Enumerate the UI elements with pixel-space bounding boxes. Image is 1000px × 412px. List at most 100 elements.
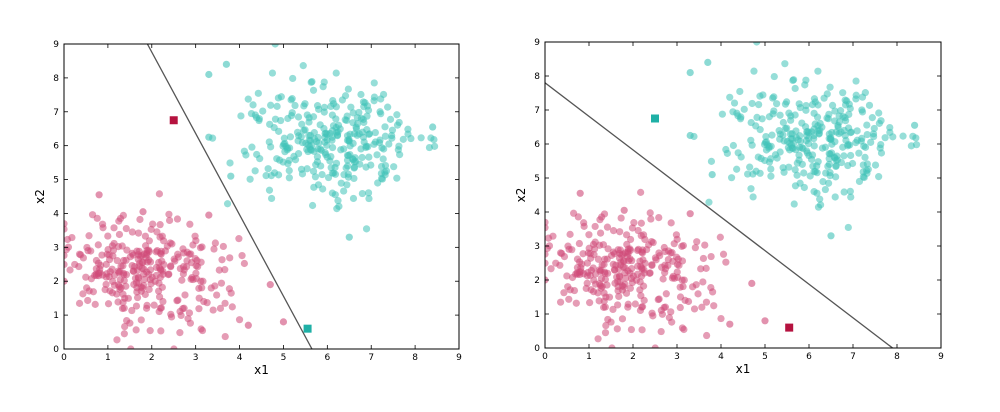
data-point-class-a [180, 266, 188, 274]
data-point-class-b [307, 78, 315, 86]
data-point-class-b [319, 185, 327, 193]
data-point-class-a [580, 219, 588, 227]
data-point-class-a [545, 224, 549, 232]
data-point-class-a [120, 304, 128, 312]
data-point-class-b [303, 165, 311, 173]
data-point-class-a [167, 313, 176, 321]
x-tick-label: 5 [762, 352, 768, 362]
data-point-class-a [647, 215, 655, 223]
data-point-class-b [381, 132, 389, 140]
data-point-class-b [871, 161, 880, 169]
data-point-class-a [698, 303, 706, 311]
data-point-class-b [749, 170, 757, 178]
data-point-class-b [886, 123, 894, 132]
data-point-class-a [114, 298, 122, 306]
data-point-class-b [259, 107, 267, 115]
y-tick-label: 5 [53, 176, 59, 186]
data-point-class-b [832, 162, 840, 171]
data-point-class-a [64, 235, 72, 244]
data-point-class-b [381, 123, 389, 131]
data-point-class-a [627, 325, 636, 334]
y-tick-label: 1 [53, 311, 59, 321]
data-point-class-a [136, 215, 144, 224]
data-point-class-b [271, 44, 279, 48]
data-point-class-a [120, 330, 128, 338]
y-tick-label: 0 [534, 344, 540, 354]
data-point-class-a [545, 244, 551, 253]
data-point-class-a [617, 214, 625, 222]
data-point-class-a [609, 305, 617, 313]
data-point-class-b [875, 109, 883, 117]
data-point-class-a [156, 221, 164, 229]
data-point-class-a [218, 256, 226, 264]
data-point-class-a [699, 254, 708, 263]
data-point-class-a [183, 257, 191, 265]
data-point-class-a [570, 286, 579, 295]
data-point-class-a [181, 291, 189, 299]
data-point-class-b [365, 194, 373, 203]
data-point-class-b [814, 101, 822, 109]
data-point-class-a [565, 245, 573, 253]
query-point-class-a [785, 323, 794, 332]
data-point-class-b [337, 179, 345, 187]
data-point-class-b [430, 142, 439, 150]
data-point-class-a [198, 284, 206, 292]
data-point-class-b [393, 111, 401, 119]
data-point-class-b [718, 110, 726, 118]
data-point-class-a [64, 251, 68, 260]
data-point-class-a [694, 290, 702, 298]
data-point-class-b [349, 109, 357, 117]
data-point-class-b [276, 156, 284, 164]
data-point-class-b [800, 169, 808, 177]
data-point-class-a [128, 306, 136, 315]
data-point-class-b [314, 133, 322, 142]
data-point-class-b [388, 134, 396, 142]
data-point-class-b [787, 135, 795, 143]
data-point-class-b [265, 138, 273, 146]
data-point-class-b [791, 84, 799, 93]
y-tick-label: 1 [534, 310, 540, 320]
data-point-class-b [294, 137, 302, 145]
data-point-class-b [371, 128, 379, 137]
data-point-class-b [265, 186, 274, 194]
data-point-class-a [597, 274, 606, 283]
data-point-class-b [334, 128, 342, 136]
data-point-class-b [332, 103, 340, 111]
data-point-class-b [313, 153, 322, 161]
data-point-class-a [667, 308, 675, 316]
x-tick-label: 2 [630, 352, 636, 362]
data-point-class-a [582, 284, 590, 293]
data-point-class-a [584, 268, 592, 277]
data-point-class-b [285, 174, 293, 182]
data-point-class-a [603, 223, 612, 231]
data-point-class-b [332, 69, 340, 77]
data-point-class-b [686, 131, 694, 140]
data-point-class-a [620, 283, 628, 291]
data-point-class-b [813, 113, 822, 121]
data-point-class-a [98, 220, 107, 228]
data-point-class-a [132, 326, 140, 334]
data-point-class-b [286, 133, 295, 141]
data-point-class-b [867, 138, 875, 146]
data-point-class-b [848, 159, 857, 168]
data-point-class-a [159, 297, 167, 306]
data-point-class-a [686, 210, 694, 218]
data-point-class-a [690, 305, 699, 313]
data-point-class-a [244, 321, 252, 329]
data-point-class-b [287, 96, 295, 104]
data-point-class-b [704, 58, 712, 66]
data-point-class-a [110, 224, 118, 232]
data-point-class-b [753, 42, 761, 46]
data-point-class-b [744, 170, 752, 178]
data-point-class-a [594, 335, 602, 343]
data-point-class-a [116, 268, 124, 276]
data-point-class-a [665, 313, 673, 322]
data-point-class-a [133, 288, 141, 296]
data-point-class-b [810, 125, 818, 133]
data-point-class-a [64, 220, 68, 228]
data-point-class-b [756, 92, 764, 100]
data-point-class-a [748, 279, 756, 287]
data-point-class-a [678, 242, 686, 250]
data-point-class-b [813, 189, 821, 197]
y-axis-label: x2 [514, 188, 528, 203]
